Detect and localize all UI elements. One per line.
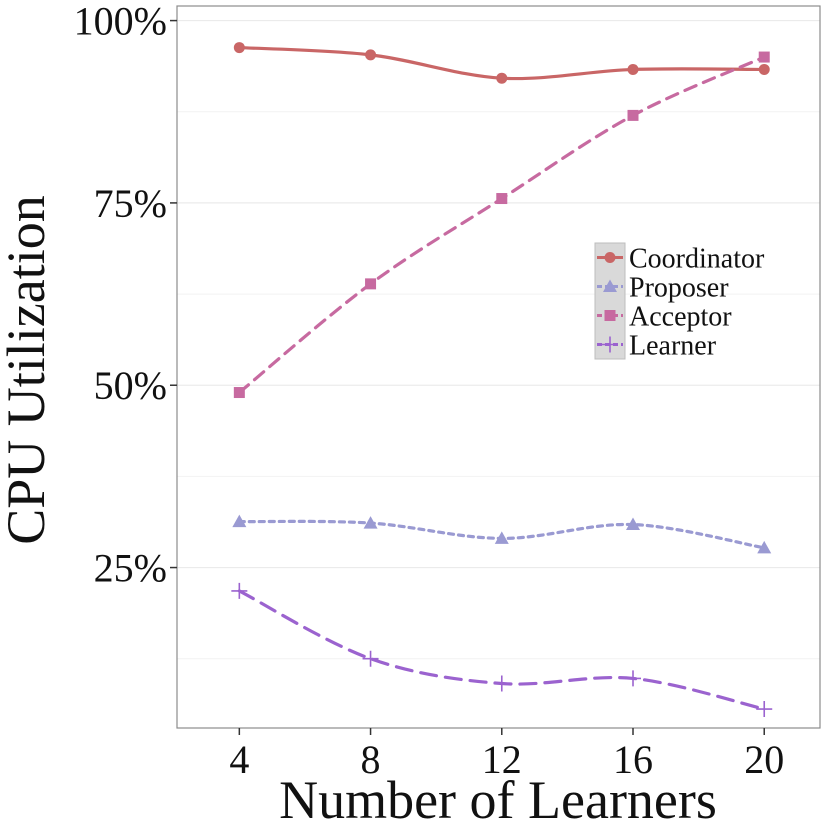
learner-point — [493, 675, 510, 692]
x-axis-title: Number of Learners — [279, 770, 717, 830]
acceptor-point — [758, 51, 770, 63]
y-tick-label: 75% — [94, 181, 167, 226]
legend-item-learner: Learner — [597, 331, 717, 362]
acceptor-point — [627, 109, 639, 121]
y-axis-title: CPU Utilization — [0, 195, 56, 545]
axis-layer: 25% 50% 75% 100% 4 8 12 16 20 — [74, 0, 785, 782]
legend-marker — [604, 310, 616, 321]
series-proposer — [232, 514, 772, 554]
legend-marker — [603, 279, 617, 292]
grid-layer — [177, 19, 820, 660]
acceptor-point — [496, 193, 508, 205]
x-tick-label: 4 — [229, 737, 249, 782]
acceptor-point — [365, 278, 377, 290]
series-learner — [231, 582, 773, 718]
proposer-point — [363, 516, 378, 529]
plot-frame — [176, 5, 821, 729]
coordinator-point — [365, 49, 377, 61]
series-acceptor — [233, 51, 770, 399]
legend-label: Acceptor — [629, 302, 732, 333]
coordinator-point — [496, 72, 508, 84]
proposer-point — [626, 517, 641, 531]
legend-item-acceptor: Acceptor — [597, 302, 732, 333]
coordinator-point — [233, 42, 245, 54]
legend-label: Coordinator — [629, 244, 765, 275]
coordinator-point — [627, 63, 639, 75]
proposer-point — [494, 531, 509, 544]
legend-marker — [604, 252, 616, 263]
legend-item-proposer: Proposer — [597, 273, 729, 304]
proposer-point — [232, 514, 247, 528]
y-tick-label: 25% — [94, 546, 167, 591]
learner-point — [362, 650, 379, 667]
acceptor-point — [233, 387, 245, 399]
y-tick-label: 50% — [94, 363, 167, 408]
x-tick-label: 20 — [744, 737, 784, 782]
legend-label: Learner — [629, 331, 717, 362]
learner-point — [756, 701, 773, 718]
series-coordinator — [233, 42, 770, 84]
legend-item-coordinator: Coordinator — [597, 244, 765, 275]
x-tick-label: 8 — [361, 737, 381, 782]
learner-point — [231, 582, 248, 599]
proposer-point — [757, 540, 772, 554]
legend-label: Proposer — [629, 273, 729, 304]
learner-point — [625, 670, 642, 687]
coordinator-point — [758, 63, 770, 75]
y-tick-label: 100% — [74, 0, 167, 44]
legend-marker — [602, 336, 618, 353]
series-layer — [231, 42, 773, 718]
x-tick-label: 16 — [613, 737, 653, 782]
x-tick-label: 12 — [482, 737, 522, 782]
